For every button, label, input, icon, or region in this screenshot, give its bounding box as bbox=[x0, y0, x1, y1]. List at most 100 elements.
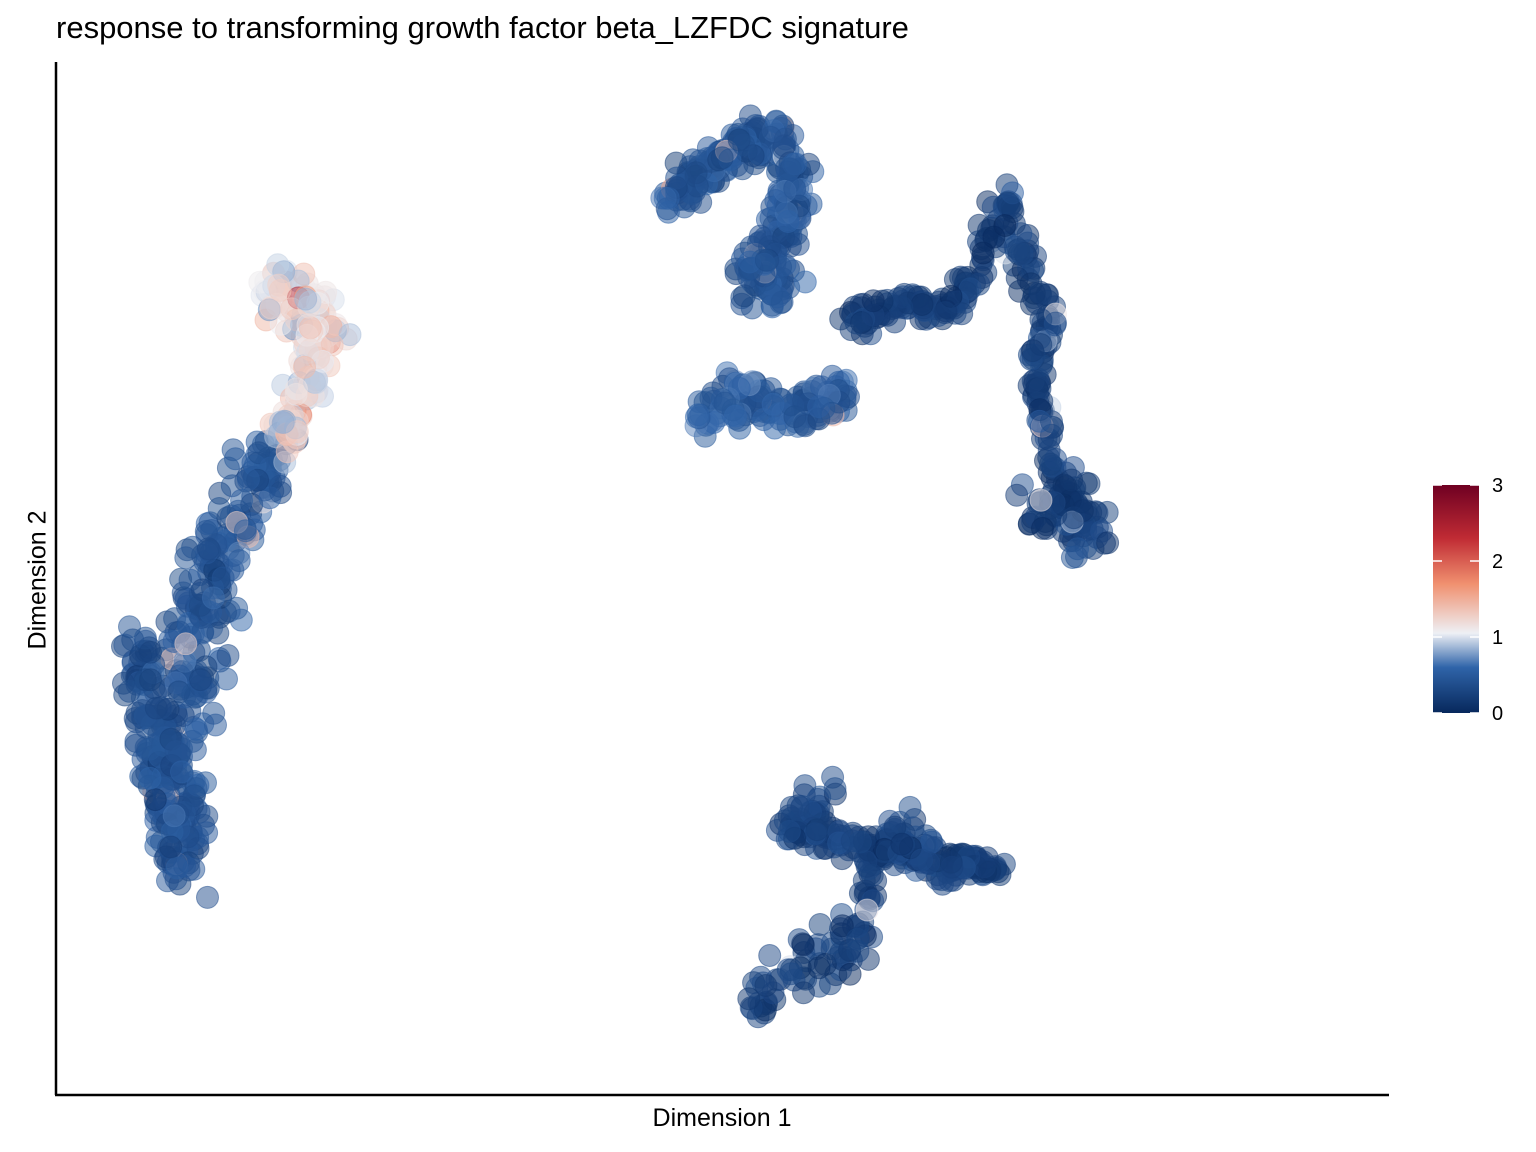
data-point bbox=[769, 255, 793, 279]
data-point bbox=[196, 537, 220, 561]
data-point bbox=[898, 795, 922, 819]
data-point bbox=[191, 620, 215, 644]
data-point bbox=[138, 737, 162, 761]
data-point bbox=[958, 277, 982, 301]
data-point bbox=[829, 941, 853, 965]
data-point bbox=[201, 586, 225, 610]
data-point bbox=[338, 323, 362, 347]
data-point bbox=[940, 855, 964, 879]
data-point bbox=[1037, 438, 1061, 462]
data-point bbox=[883, 310, 907, 334]
data-point bbox=[823, 777, 847, 801]
data-point bbox=[275, 440, 299, 464]
data-point bbox=[808, 913, 832, 936]
data-point bbox=[117, 679, 141, 703]
data-point bbox=[1029, 333, 1053, 356]
data-point bbox=[727, 376, 751, 400]
data-point bbox=[846, 927, 869, 951]
data-point bbox=[236, 467, 260, 491]
data-point bbox=[227, 549, 251, 573]
data-point bbox=[169, 567, 193, 591]
data-point bbox=[950, 302, 974, 326]
data-point bbox=[182, 784, 206, 808]
data-point bbox=[293, 355, 316, 379]
colorbar-tick-label: 2 bbox=[1492, 551, 1503, 573]
data-point bbox=[225, 596, 249, 620]
data-point bbox=[139, 640, 162, 664]
data-point bbox=[138, 766, 162, 790]
colorbar: 0 1 2 3 bbox=[1433, 475, 1503, 725]
data-point bbox=[144, 696, 168, 720]
data-point bbox=[1007, 238, 1030, 262]
data-point bbox=[971, 241, 995, 265]
data-point bbox=[996, 191, 1020, 215]
data-point bbox=[792, 981, 815, 1005]
data-point bbox=[758, 125, 782, 149]
data-point bbox=[910, 848, 934, 872]
data-point bbox=[890, 832, 914, 856]
data-point bbox=[1028, 377, 1052, 400]
data-point bbox=[164, 740, 188, 764]
data-point bbox=[1069, 490, 1093, 514]
data-point bbox=[1060, 468, 1084, 492]
data-point bbox=[1005, 483, 1029, 507]
data-point bbox=[793, 774, 817, 798]
data-point bbox=[271, 411, 295, 434]
data-point bbox=[211, 566, 235, 590]
data-point bbox=[233, 519, 257, 543]
data-point bbox=[1096, 531, 1120, 555]
data-point bbox=[777, 819, 801, 843]
data-point bbox=[1044, 311, 1067, 335]
data-point bbox=[1029, 488, 1053, 512]
data-point bbox=[174, 546, 198, 570]
colorbar-gradient bbox=[1433, 485, 1479, 713]
points-layer bbox=[111, 104, 1120, 1029]
data-point bbox=[1031, 516, 1054, 540]
data-point bbox=[778, 157, 802, 181]
data-point bbox=[805, 822, 829, 846]
data-point bbox=[686, 403, 710, 427]
data-point bbox=[764, 189, 788, 212]
data-point bbox=[779, 962, 803, 986]
data-point bbox=[665, 166, 689, 190]
data-point bbox=[760, 282, 784, 306]
data-point bbox=[848, 830, 872, 854]
data-point bbox=[266, 253, 290, 277]
data-point bbox=[758, 944, 782, 967]
data-point bbox=[748, 224, 772, 248]
data-point bbox=[1040, 410, 1063, 434]
data-point bbox=[855, 898, 879, 922]
data-point bbox=[216, 644, 240, 667]
data-point bbox=[732, 133, 756, 157]
data-point bbox=[791, 933, 815, 957]
data-point bbox=[807, 956, 831, 980]
data-point bbox=[807, 395, 831, 419]
data-point bbox=[710, 146, 734, 170]
data-point bbox=[174, 632, 198, 656]
data-point bbox=[838, 962, 862, 986]
data-point bbox=[1028, 280, 1052, 304]
data-point bbox=[173, 854, 197, 878]
data-point bbox=[685, 174, 709, 198]
data-point bbox=[207, 497, 231, 520]
data-point bbox=[259, 296, 283, 320]
data-point bbox=[204, 713, 227, 737]
data-point bbox=[737, 987, 761, 1011]
colorbar-tick-label: 1 bbox=[1492, 627, 1503, 649]
data-point bbox=[224, 447, 247, 471]
data-point bbox=[1060, 546, 1084, 569]
data-point bbox=[230, 488, 254, 512]
data-point bbox=[839, 318, 863, 342]
data-point bbox=[162, 804, 186, 828]
data-point bbox=[723, 404, 747, 428]
data-point bbox=[754, 974, 778, 997]
data-point bbox=[139, 668, 162, 692]
data-point bbox=[656, 186, 680, 210]
data-point bbox=[982, 225, 1006, 249]
data-point bbox=[143, 788, 167, 812]
y-axis-label: Dimension 2 bbox=[23, 510, 52, 650]
colorbar-tick-label: 3 bbox=[1492, 475, 1503, 497]
data-point bbox=[298, 316, 322, 340]
data-point bbox=[294, 287, 318, 311]
